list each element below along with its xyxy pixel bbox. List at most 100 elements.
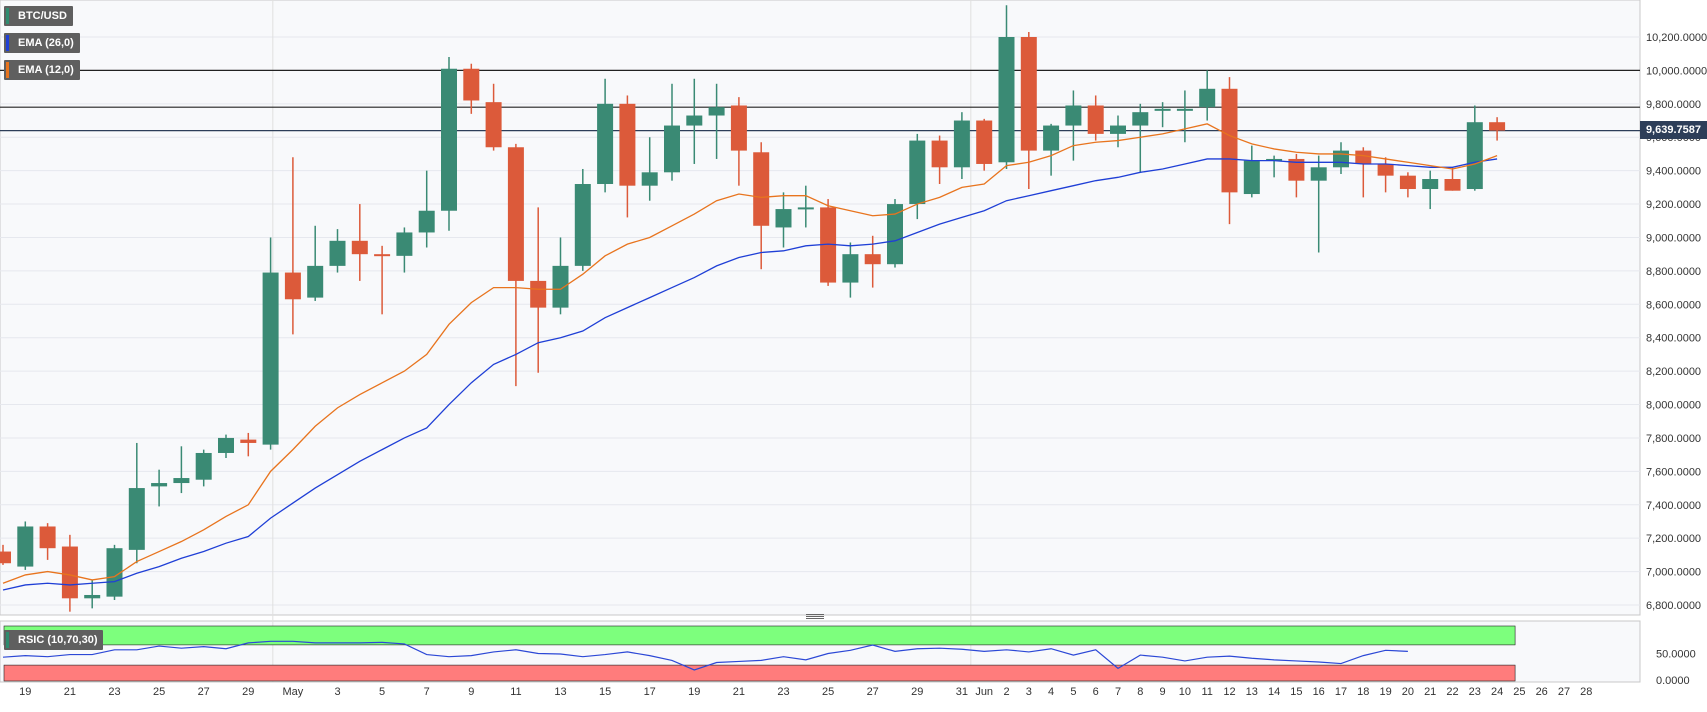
x-tick-label: 9 [468, 686, 474, 698]
candle-body [1154, 108, 1171, 111]
y-tick-label: 8,400.0000 [1646, 333, 1701, 345]
x-tick-label: 23 [108, 686, 120, 698]
x-tick-label: 21 [1424, 686, 1436, 698]
ema26-color-swatch [6, 35, 9, 51]
candle-body [552, 265, 569, 308]
candle-body [1466, 122, 1483, 190]
x-tick-label: Jun [975, 686, 993, 698]
candle-body [1132, 112, 1149, 126]
symbol-badge[interactable]: BTC/USD [4, 6, 73, 26]
x-tick-label: 27 [198, 686, 210, 698]
x-tick-label: 14 [1268, 686, 1280, 698]
candle-body [1087, 105, 1104, 134]
ema12-color-swatch [6, 62, 9, 78]
y-tick-label: 6,800.0000 [1646, 600, 1701, 612]
x-tick-label: 29 [242, 686, 254, 698]
candle-body [641, 172, 658, 186]
candle-body [284, 272, 301, 300]
x-tick-label: 5 [1070, 686, 1076, 698]
x-tick-label: 27 [1558, 686, 1570, 698]
x-tick-label: 3 [334, 686, 340, 698]
candle-body [17, 526, 34, 567]
x-tick-label: 11 [510, 686, 521, 698]
x-tick-label: May [283, 686, 304, 698]
candle-body [1310, 167, 1327, 181]
candle-body [1377, 163, 1394, 176]
x-tick-label: 6 [1093, 686, 1099, 698]
x-tick-label: 16 [1313, 686, 1325, 698]
candle-body [262, 272, 279, 445]
candle-body [931, 140, 948, 168]
symbol-color-swatch [6, 8, 9, 24]
candle-body [686, 115, 703, 126]
ema26-badge[interactable]: EMA (26,0) [4, 33, 80, 53]
candle-body [1444, 179, 1461, 191]
x-tick-label: 22 [1446, 686, 1458, 698]
candle-body [307, 265, 324, 298]
x-tick-label: 9 [1160, 686, 1166, 698]
x-tick-label: 21 [733, 686, 745, 698]
x-tick-label: 23 [777, 686, 789, 698]
candle-body [998, 37, 1015, 163]
panel-resize-handle[interactable] [806, 614, 824, 620]
candle-body [775, 209, 792, 228]
candle-body [240, 439, 257, 443]
current-price-tag: 9,639.7587 [1639, 121, 1707, 139]
x-tick-label: 29 [911, 686, 923, 698]
x-tick-label: 27 [867, 686, 879, 698]
candle-body [374, 254, 391, 257]
x-tick-label: 15 [599, 686, 611, 698]
candle-body [909, 140, 926, 205]
rsi-color-swatch [6, 632, 9, 648]
candle-body [351, 240, 368, 255]
candle-body [128, 488, 145, 550]
x-tick-label: 31 [956, 686, 968, 698]
candle-body [418, 210, 435, 233]
y-tick-label: 10,200.0000 [1646, 32, 1707, 44]
candle-body [842, 254, 859, 283]
x-tick-label: 25 [1513, 686, 1525, 698]
candle-body [441, 68, 457, 211]
rsi-overbought-zone [3, 625, 1516, 646]
x-tick-label: 10 [1179, 686, 1191, 698]
y-tick-label: 7,800.0000 [1646, 433, 1701, 445]
candle-body [820, 207, 837, 283]
candle-body [485, 102, 502, 148]
candle-body [1243, 160, 1260, 195]
y-tick-label: 7,200.0000 [1646, 533, 1701, 545]
x-tick-label: 17 [644, 686, 656, 698]
x-tick-label: 4 [1048, 686, 1054, 698]
x-tick-label: 12 [1223, 686, 1235, 698]
y-tick-label: 9,400.0000 [1646, 166, 1701, 178]
x-tick-label: 28 [1580, 686, 1592, 698]
rsi-line [2, 640, 1408, 671]
y-tick-label: 8,000.0000 [1646, 400, 1701, 412]
candle-body [1422, 179, 1439, 190]
candle-body [463, 68, 480, 101]
symbol-label: BTC/USD [18, 10, 67, 22]
x-tick-label: 13 [1246, 686, 1258, 698]
ema12-label: EMA (12,0) [18, 64, 74, 76]
x-tick-label: 25 [822, 686, 834, 698]
x-tick-label: 26 [1536, 686, 1548, 698]
y-tick-label: 7,000.0000 [1646, 567, 1701, 579]
x-tick-label: 19 [688, 686, 700, 698]
rsi-badge[interactable]: RSIC (10,70,30) [4, 630, 104, 650]
ema12-line [2, 123, 1498, 584]
y-tick-label: 8,800.0000 [1646, 266, 1701, 278]
ema12-badge[interactable]: EMA (12,0) [4, 60, 80, 80]
candle-body [953, 120, 970, 168]
x-tick-label: 8 [1137, 686, 1143, 698]
candle-body [195, 452, 212, 480]
candle-body [1020, 37, 1037, 151]
candle-body [173, 478, 190, 484]
rsi-oversold-zone [3, 664, 1516, 682]
candle-body [1221, 88, 1238, 193]
x-tick-label: 7 [424, 686, 430, 698]
candle-body [396, 232, 413, 256]
candle-body [218, 437, 234, 453]
candle-body [664, 125, 680, 173]
candle-body [507, 147, 524, 281]
y-tick-label: 9,200.0000 [1646, 199, 1701, 211]
